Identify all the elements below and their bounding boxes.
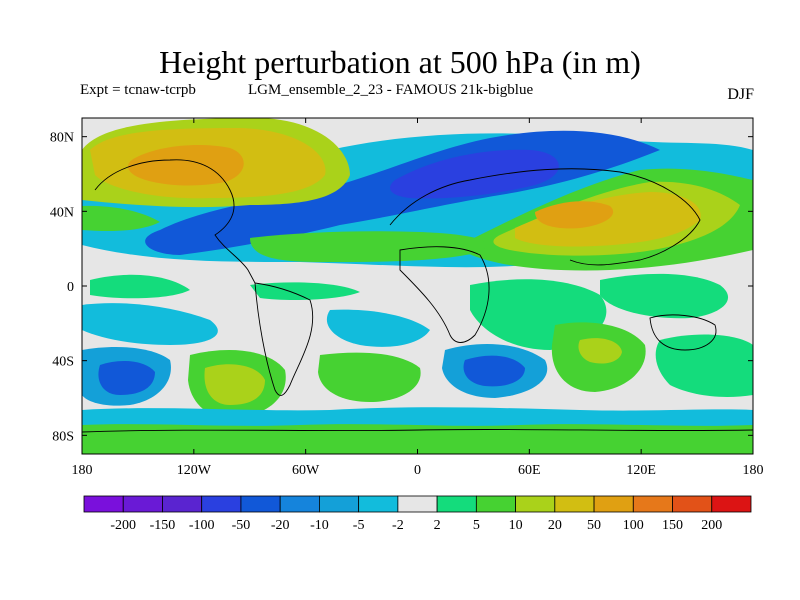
- contour-band-pos-100: [128, 145, 244, 186]
- experiment-label: Expt = tcnaw-tcrpb: [80, 82, 196, 98]
- contour-band-pos-10-atl: [250, 231, 487, 262]
- contour-field: [82, 118, 753, 454]
- colorbar-label: -20: [271, 518, 290, 533]
- colorbar-swatch: [475, 495, 516, 513]
- colorbar-swatch: [397, 495, 438, 513]
- contour-band-pos-5-d: [600, 273, 729, 319]
- contour-band-neg-5-sa: [326, 309, 430, 347]
- colorbar-label: -2: [392, 518, 404, 533]
- contour-band-pos-10-pac: [82, 205, 160, 232]
- contour-band-pos-100-asia: [535, 201, 614, 229]
- season-label: DJF: [727, 86, 754, 103]
- coastlines: [82, 159, 753, 433]
- contour-band-pos-20-sp: [204, 364, 265, 405]
- colorbar-swatch: [83, 495, 124, 513]
- colorbar-swatch: [672, 495, 713, 513]
- x-tick-label: 120E: [626, 463, 656, 478]
- colorbar-swatch: [240, 495, 281, 513]
- colorbar-label: 20: [548, 518, 562, 533]
- colorbar-label: 50: [587, 518, 601, 533]
- colorbar-label: 10: [509, 518, 523, 533]
- colorbar-swatch: [279, 495, 320, 513]
- colorbar-swatch: [162, 495, 203, 513]
- y-axis: 80N 40N 0 40S 80S: [50, 131, 753, 444]
- contour-band-neg-50: [390, 149, 559, 199]
- colorbar-swatch: [515, 495, 556, 513]
- y-tick-label: 80N: [50, 131, 74, 146]
- contour-band-pos-10-satl: [318, 352, 421, 402]
- x-tick-label: 180: [743, 463, 764, 478]
- colorbar-swatch: [554, 495, 595, 513]
- colorbar-label: -150: [150, 518, 176, 533]
- colorbar-swatch: [201, 495, 242, 513]
- contour-band-neg-20-sp: [98, 360, 155, 395]
- colorbar-swatch: [593, 495, 634, 513]
- x-tick-label: 120W: [177, 463, 212, 478]
- contour-band-pos-10-ant: [82, 424, 753, 454]
- colorbar: -200 -150 -100 -50 -20 -10 -5 -2 2 5 10 20 50 100 150 2…: [83, 495, 752, 533]
- contour-band-pos-20-io: [578, 338, 622, 364]
- x-axis: 180 120W 60W 0 60E 120E 180: [72, 118, 764, 478]
- x-tick-label: 60W: [292, 463, 320, 478]
- y-tick-label: 40N: [50, 205, 74, 220]
- y-tick-label: 0: [67, 280, 74, 295]
- contour-band-neg-5-sp: [82, 303, 218, 345]
- colorbar-swatch: [122, 495, 163, 513]
- colorbar-label: -100: [189, 518, 215, 533]
- colorbar-label: 150: [662, 518, 683, 533]
- colorbar-label: -200: [110, 518, 136, 533]
- colorbar-label: 200: [701, 518, 722, 533]
- contour-band-pos-5-a: [90, 274, 190, 299]
- x-tick-label: 0: [414, 463, 421, 478]
- colorbar-swatch: [436, 495, 477, 513]
- x-tick-label: 60E: [518, 463, 541, 478]
- contour-band-pos-5-b: [250, 282, 360, 300]
- colorbar-label: -5: [353, 518, 365, 533]
- colorbar-label: -50: [232, 518, 251, 533]
- colorbar-label: 100: [623, 518, 644, 533]
- colorbar-label: 5: [473, 518, 480, 533]
- colorbar-swatch: [711, 495, 752, 513]
- colorbar-label: 2: [434, 518, 441, 533]
- x-tick-label: 180: [72, 463, 93, 478]
- y-tick-label: 80S: [52, 429, 74, 444]
- colorbar-swatch: [358, 495, 399, 513]
- colorbar-swatch: [632, 495, 673, 513]
- contour-band-neg-20-si: [463, 355, 525, 387]
- colorbar-swatch: [319, 495, 360, 513]
- colorbar-label: -10: [310, 518, 329, 533]
- run-label: LGM_ensemble_2_23 - FAMOUS 21k-bigblue: [248, 82, 534, 98]
- y-tick-label: 40S: [52, 355, 74, 370]
- plot-title: Height perturbation at 500 hPa (in m): [159, 44, 641, 80]
